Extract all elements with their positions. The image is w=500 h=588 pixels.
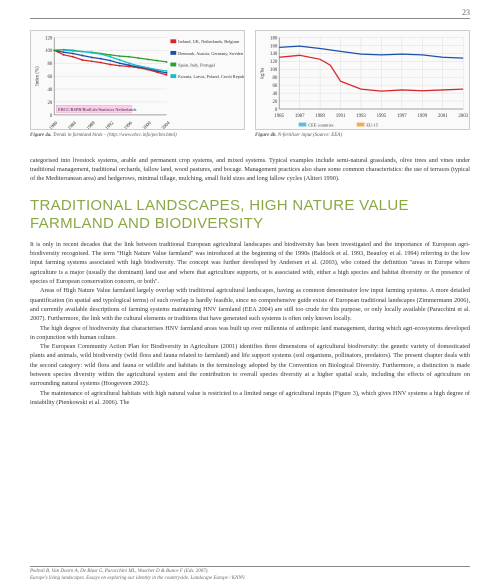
svg-text:kg/ha: kg/ha: [261, 67, 266, 79]
chart-right-caption: Figure 4b. N-fertiliser input (Source: E…: [255, 133, 470, 140]
para-3: The high degree of biodiversity that cha…: [30, 324, 470, 343]
caption-prefix-right: Figure 4b.: [255, 133, 277, 138]
chart-right: 0 20 40 60 80 100 120 140 160 180 1985 1987 1989 1991…: [255, 30, 470, 130]
svg-text:120: 120: [270, 60, 278, 65]
svg-text:1985: 1985: [274, 114, 284, 119]
chart-left-svg: 0 20 40 60 80 100 120 1980 1984 1988 1992 1996 2000 2…: [31, 31, 244, 129]
para-2: Areas of High Nature Value farmland larg…: [30, 286, 470, 323]
charts-row: 0 20 40 60 80 100 120 1980 1984 1988 1992 1996 2000 2…: [30, 30, 470, 140]
svg-text:80: 80: [272, 76, 277, 81]
svg-text:1988: 1988: [86, 121, 97, 129]
footer-citation: Pedroli B, Van Doorn A, De Blust G, Para…: [30, 566, 470, 582]
svg-text:1987: 1987: [295, 114, 305, 119]
section-heading: TRADITIONAL LANDSCAPES, HIGH NATURE VALU…: [30, 197, 470, 232]
para-4: The European Community Action Plan for B…: [30, 342, 470, 388]
svg-text:0: 0: [50, 114, 53, 119]
svg-text:Estonia, Latvia, Poland, Czech: Estonia, Latvia, Poland, Czech Republic,…: [178, 74, 244, 80]
para-1: It is only in recent decades that the li…: [30, 240, 470, 286]
svg-text:Denmark, Austria, Germany, Swe: Denmark, Austria, Germany, Sweden: [178, 51, 244, 57]
svg-text:160: 160: [270, 44, 278, 49]
svg-text:20: 20: [47, 101, 52, 106]
page-number: 23: [462, 8, 470, 17]
svg-text:0: 0: [275, 108, 278, 113]
svg-text:80: 80: [47, 62, 52, 67]
svg-text:60: 60: [47, 75, 52, 80]
para-5: The maintenance of agricultural habitats…: [30, 389, 470, 408]
footer-line2: Europe's living landscapes. Essays on ex…: [30, 576, 245, 581]
caption-prefix-left: Figure 4a.: [30, 133, 52, 138]
svg-text:2001: 2001: [438, 114, 448, 119]
caption-text-left: Trends in farmland birds – (http://www.e…: [53, 133, 177, 138]
svg-text:Ireland, UK, Netherlands, Belg: Ireland, UK, Netherlands, Belgium: [178, 39, 240, 45]
svg-text:1995: 1995: [377, 114, 387, 119]
svg-text:40: 40: [272, 92, 277, 97]
svg-text:100: 100: [270, 68, 278, 73]
chart-left-caption: Figure 4a. Trends in farmland birds – (h…: [30, 133, 245, 140]
svg-text:180: 180: [270, 36, 278, 41]
svg-text:100: 100: [45, 49, 53, 54]
page-top-rule: [30, 18, 470, 19]
chart-left-wrap: 0 20 40 60 80 100 120 1980 1984 1988 1992 1996 2000 2…: [30, 30, 245, 140]
main-body: It is only in recent decades that the li…: [30, 240, 470, 407]
svg-text:120: 120: [45, 36, 53, 41]
svg-text:1992: 1992: [105, 121, 116, 129]
svg-text:1984: 1984: [67, 121, 78, 129]
svg-text:20: 20: [272, 100, 277, 105]
svg-text:140: 140: [270, 52, 278, 57]
chart-left: 0 20 40 60 80 100 120 1980 1984 1988 1992 1996 2000 2…: [30, 30, 245, 130]
caption-text-right: N-fertiliser input (Source: EEA): [278, 133, 342, 138]
svg-text:Index (%): Index (%): [36, 66, 41, 86]
intro-text: categorised into livestock systems, arab…: [30, 156, 470, 184]
svg-text:40: 40: [47, 88, 52, 93]
intro-paragraph: categorised into livestock systems, arab…: [30, 156, 470, 184]
footer-line1: Pedroli B, Van Doorn A, De Blust G, Para…: [30, 569, 209, 574]
svg-text:2000: 2000: [142, 121, 153, 129]
svg-text:Spain, Italy, Portugal: Spain, Italy, Portugal: [178, 62, 215, 68]
svg-text:1989: 1989: [315, 114, 325, 119]
svg-text:2004: 2004: [161, 121, 172, 129]
svg-text:1997: 1997: [397, 114, 407, 119]
svg-text:CEE countries: CEE countries: [308, 122, 334, 127]
chart-right-svg: 0 20 40 60 80 100 120 140 160 180 1985 1987 1989 1991…: [256, 31, 469, 129]
svg-text:EBCC/RSPB/BirdLife/Statistics: EBCC/RSPB/BirdLife/Statistics Netherland…: [58, 107, 137, 112]
svg-text:1991: 1991: [336, 114, 346, 119]
svg-text:1996: 1996: [124, 121, 135, 129]
svg-text:1980: 1980: [49, 121, 60, 129]
chart-right-wrap: 0 20 40 60 80 100 120 140 160 180 1985 1987 1989 1991…: [255, 30, 470, 140]
svg-text:2003: 2003: [458, 114, 468, 119]
svg-text:60: 60: [272, 84, 277, 89]
svg-text:1993: 1993: [356, 114, 366, 119]
svg-text:EU-15: EU-15: [366, 122, 378, 127]
svg-text:1999: 1999: [417, 114, 427, 119]
